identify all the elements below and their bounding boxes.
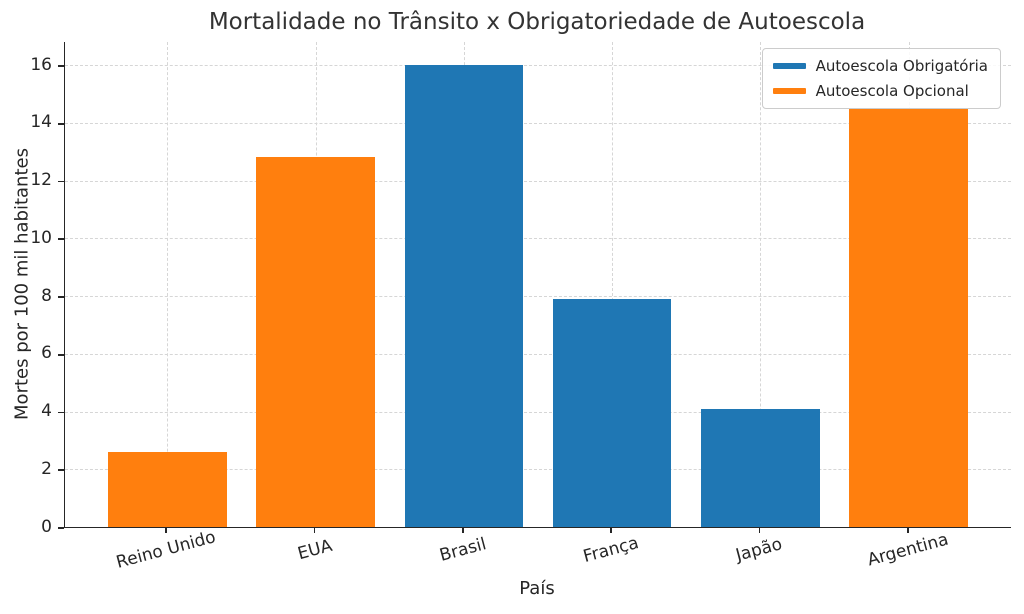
- gridline-horizontal: [65, 353, 1011, 355]
- legend-swatch-obrigatoria: [772, 63, 806, 69]
- gridline-horizontal: [65, 122, 1011, 124]
- y-tick-mark: [58, 469, 64, 472]
- bar-japa-o: [701, 408, 820, 527]
- y-tick-label: 10: [30, 227, 52, 248]
- bar-argentina: [849, 108, 968, 527]
- legend-swatch-opcional: [772, 88, 806, 94]
- y-tick-label: 0: [41, 516, 52, 537]
- y-tick-mark: [58, 238, 64, 241]
- legend-entry-opcional: Autoescola Opcional: [772, 82, 988, 100]
- x-tick-mark: [313, 527, 316, 533]
- y-tick-mark: [58, 65, 64, 67]
- y-tick-mark: [58, 180, 64, 183]
- y-tick-label: 2: [41, 458, 52, 479]
- gridline-vertical: [612, 42, 614, 527]
- x-tick-label-eua: EUA: [295, 535, 334, 565]
- legend-entry-obrigatoria: Autoescola Obrigatória: [772, 57, 988, 75]
- bar-brasil: [404, 65, 524, 527]
- legend-label-obrigatoria: Autoescola Obrigatória: [815, 57, 988, 75]
- gridline-vertical: [760, 42, 762, 527]
- gridline-vertical: [167, 42, 169, 527]
- y-tick-mark: [58, 296, 64, 298]
- x-tick-label-reino-unido: Reino Unido: [114, 527, 219, 573]
- gridline-horizontal: [65, 469, 1011, 471]
- x-tick-mark: [165, 527, 168, 533]
- legend: Autoescola Obrigatória Autoescola Opciona…: [761, 48, 1001, 109]
- y-tick-mark: [58, 353, 64, 356]
- x-tick-label-argentina: Argentina: [865, 529, 951, 571]
- y-tick-mark: [58, 122, 64, 125]
- bar-eua: [256, 157, 375, 527]
- x-tick-label-japa-o: Japão: [734, 534, 785, 566]
- gridline-horizontal: [65, 65, 1011, 67]
- y-tick-mark: [58, 527, 64, 529]
- x-tick-label-brasil: Brasil: [437, 534, 489, 566]
- gridline-horizontal: [65, 238, 1011, 240]
- chart-title: Mortalidade no Trânsito x Obrigatoriedad…: [208, 9, 866, 35]
- legend-label-opcional: Autoescola Opcional: [815, 82, 969, 100]
- gridline-horizontal: [65, 296, 1011, 298]
- gridline-horizontal: [65, 180, 1011, 182]
- x-tick-mark: [906, 527, 909, 533]
- y-tick-label: 16: [30, 54, 52, 75]
- gridline-horizontal: [65, 411, 1011, 413]
- bar-reino-unido: [108, 451, 227, 527]
- y-tick-label: 6: [41, 343, 52, 364]
- x-tick-mark: [758, 527, 761, 533]
- x-axis-label: País: [519, 578, 555, 599]
- y-tick-mark: [58, 411, 64, 414]
- x-tick-mark: [610, 527, 613, 533]
- plot-area: [64, 42, 1011, 528]
- x-tick-mark: [461, 527, 464, 533]
- y-tick-label: 4: [41, 401, 52, 422]
- y-tick-label: 12: [30, 170, 52, 191]
- bar-franc-a: [552, 298, 672, 527]
- x-tick-label-franc-a: França: [581, 533, 642, 567]
- y-tick-label: 8: [41, 285, 52, 306]
- y-tick-label: 14: [30, 112, 52, 133]
